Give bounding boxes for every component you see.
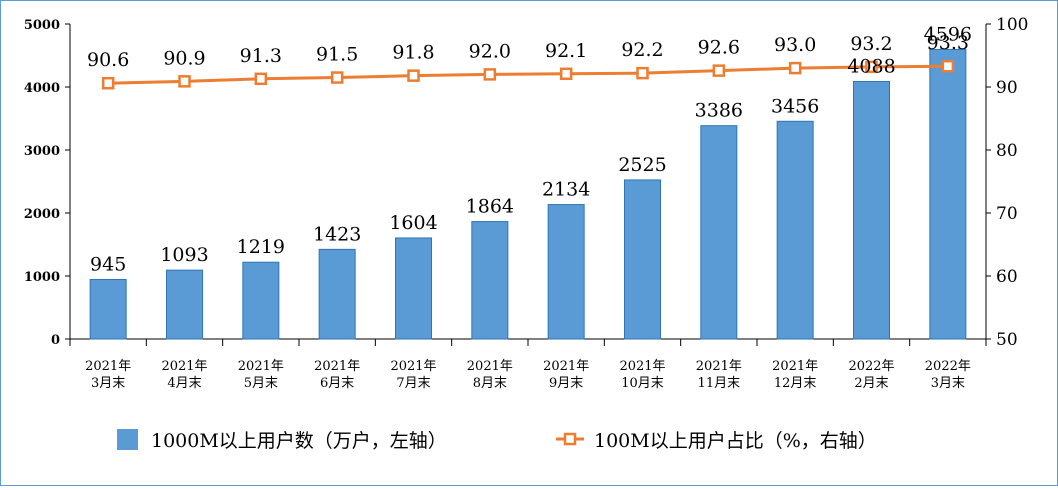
right-tick-label: 60	[996, 267, 1018, 287]
line-marker	[330, 71, 344, 84]
category-label-year: 2021年	[238, 359, 284, 374]
bar	[395, 237, 432, 340]
legend: 1000M以上用户数（万户，左轴） 100M以上用户占比（%，右轴）	[117, 429, 877, 452]
line-value-label: 92.2	[621, 39, 663, 61]
line-value-label: 91.3	[240, 45, 282, 67]
bar	[700, 125, 738, 340]
category-label-month: 2月末	[854, 376, 888, 391]
bar-value-label: 1219	[237, 236, 285, 258]
bar-value-label: 1864	[466, 196, 514, 218]
category-label-month: 6月末	[320, 376, 354, 391]
line-value-label: 93.0	[774, 34, 816, 56]
bar-series	[89, 48, 967, 340]
right-tick-label: 100	[996, 15, 1028, 35]
line-marker	[483, 68, 497, 81]
bar	[776, 120, 814, 340]
bar-value-label: 2525	[618, 154, 666, 176]
legend-bar-label: 1000M以上用户数（万户，左轴）	[151, 430, 447, 452]
bar-value-label: 3386	[695, 100, 743, 122]
bar-value-label: 1423	[313, 223, 361, 245]
category-label-year: 2021年	[161, 359, 207, 374]
line-value-label: 92.1	[545, 40, 587, 62]
bar	[166, 269, 203, 340]
line-marker	[178, 75, 191, 88]
line-marker	[712, 64, 726, 77]
category-label-month: 12月末	[774, 376, 817, 391]
left-tick-label: 5000	[24, 18, 60, 33]
category-label-month: 10月末	[621, 376, 664, 391]
category-label-month: 9月末	[549, 376, 583, 391]
right-tick-label: 50	[996, 330, 1018, 350]
line-value-label: 93.2	[850, 33, 892, 55]
line-value-label: 92.6	[698, 37, 740, 59]
category-label-month: 3月末	[931, 376, 965, 391]
category-label-month: 5月末	[244, 376, 278, 391]
bar	[547, 204, 585, 340]
bar-value-label: 945	[90, 253, 126, 275]
bar	[853, 80, 890, 340]
line-value-label: 90.9	[163, 47, 205, 69]
category-label-month: 4月末	[167, 376, 201, 391]
right-tick-label: 90	[996, 78, 1018, 98]
left-tick-label: 2000	[24, 207, 60, 222]
category-label-year: 2021年	[543, 359, 589, 374]
line-value-label: 92.0	[469, 40, 511, 62]
bar-value-label: 4596	[924, 23, 972, 45]
bar	[89, 278, 127, 340]
legend-line-marker	[563, 432, 577, 446]
category-label-year: 2021年	[772, 359, 818, 374]
line-marker	[407, 69, 420, 82]
legend-bar-swatch	[117, 429, 138, 450]
bar-value-label: 3456	[771, 95, 819, 117]
category-label-year: 2022年	[848, 359, 894, 374]
category-label-month: 8月末	[473, 376, 507, 391]
bar-value-label: 2134	[542, 179, 590, 201]
line-marker	[788, 61, 802, 75]
data-labels: 945 1093 1219 1423 1604 1864 2134 2525 3386 3456 4…	[87, 23, 972, 275]
bar	[624, 179, 661, 340]
line-value-label: 91.5	[316, 44, 358, 66]
line-marker	[636, 66, 649, 80]
bar	[929, 48, 967, 340]
left-tick-label: 0	[51, 333, 60, 348]
category-label-month: 11月末	[698, 376, 741, 391]
category-label-year: 2021年	[619, 359, 665, 374]
bar	[318, 248, 356, 340]
right-tick-label: 70	[996, 204, 1018, 224]
left-tick-label: 1000	[24, 270, 60, 285]
bar	[242, 261, 280, 340]
category-label-year: 2021年	[390, 359, 436, 374]
axes: 0 1000 2000 3000 4000 5000 50 60 70 80 90 100 2021年 3…	[24, 15, 1029, 391]
legend-line-label: 100M以上用户占比（%，右轴）	[594, 430, 877, 452]
category-label-year: 2021年	[696, 359, 742, 374]
category-label-year: 2021年	[314, 359, 360, 374]
right-tick-label: 80	[996, 141, 1018, 161]
category-label-year: 2022年	[925, 359, 971, 374]
category-label-month: 7月末	[396, 376, 430, 391]
line-marker	[254, 72, 268, 86]
bar-value-label: 1093	[160, 244, 208, 266]
line-path	[108, 64, 948, 85]
line-marker	[559, 67, 573, 81]
left-tick-label: 4000	[24, 81, 60, 96]
line-marker	[101, 76, 115, 90]
bar	[471, 221, 509, 340]
line-value-label: 90.6	[87, 49, 129, 71]
category-label-year: 2021年	[85, 359, 131, 374]
bar-value-label: 1604	[389, 212, 437, 234]
line-value-label: 93.3	[927, 32, 969, 54]
category-label-month: 3月末	[91, 376, 125, 391]
line-series	[101, 59, 955, 90]
line-marker	[865, 60, 878, 74]
bar-value-label: 4088	[847, 55, 895, 77]
category-label-year: 2021年	[467, 359, 513, 374]
line-value-label: 91.8	[392, 42, 434, 64]
left-tick-label: 3000	[24, 144, 60, 159]
line-marker	[941, 59, 955, 73]
